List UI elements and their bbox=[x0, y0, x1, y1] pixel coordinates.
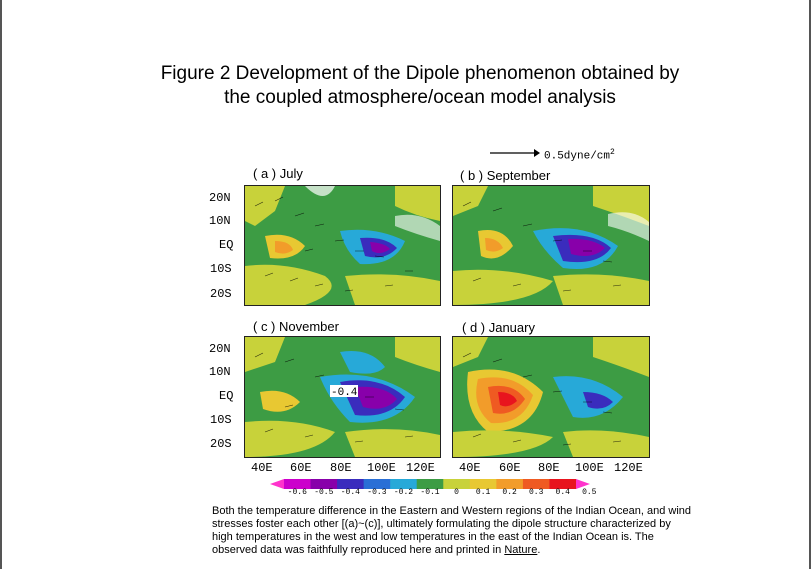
colorbar-tick-label: -0.4 bbox=[340, 488, 360, 497]
vector-reference-arrow bbox=[490, 149, 540, 157]
colorbar-segment bbox=[549, 479, 577, 489]
colorbar-segment bbox=[363, 479, 391, 489]
lon-label-60e-left: 60E bbox=[290, 461, 312, 475]
colorbar-segment bbox=[469, 479, 497, 489]
figure-caption: Both the temperature difference in the E… bbox=[212, 505, 692, 557]
caption-end: . bbox=[537, 544, 541, 556]
map-panel-d bbox=[452, 336, 650, 458]
vector-reference-label: 0.5dyne/cm2 bbox=[544, 148, 615, 163]
lon-label-120e-right: 120E bbox=[614, 461, 643, 475]
colorbar-tick-label: 0.5 bbox=[582, 488, 597, 497]
colorbar-left-arrow bbox=[270, 479, 284, 489]
lon-label-80e-left: 80E bbox=[330, 461, 352, 475]
lon-label-80e-right: 80E bbox=[538, 461, 560, 475]
colorbar-tick-label: -0.5 bbox=[314, 488, 334, 497]
colorbar-segment bbox=[522, 479, 550, 489]
colorbar-segment bbox=[416, 479, 444, 489]
lat-label-10s-bottom: 10S bbox=[210, 413, 232, 427]
colorbar-tick-label: 0.2 bbox=[502, 488, 517, 497]
caption-text: Both the temperature difference in the E… bbox=[212, 505, 692, 556]
page-right-border bbox=[809, 0, 811, 569]
figure-title: Figure 2 Development of the Dipole pheno… bbox=[60, 62, 780, 110]
lon-label-40e-right: 40E bbox=[459, 461, 481, 475]
colorbar-tick-label: 0.3 bbox=[528, 488, 544, 497]
colorbar bbox=[270, 479, 590, 489]
vector-reference-unit: 0.5dyne/cm bbox=[544, 150, 611, 163]
vector-reference-exponent: 2 bbox=[610, 148, 615, 157]
panel-label-d: ( d ) January bbox=[462, 320, 535, 335]
map-panel-a bbox=[244, 185, 441, 306]
panel-label-a: ( a ) July bbox=[253, 166, 303, 181]
map-panel-b bbox=[452, 185, 650, 306]
colorbar-tick-label: 0.1 bbox=[475, 488, 491, 497]
lat-label-eq-bottom: EQ bbox=[219, 389, 234, 403]
colorbar-segment bbox=[310, 479, 338, 489]
lat-label-20n-bottom: 20N bbox=[209, 342, 231, 356]
colorbar-tick-label: -0.3 bbox=[367, 488, 387, 497]
lon-label-40e-left: 40E bbox=[251, 461, 273, 475]
colorbar-tick-label: 0.4 bbox=[555, 488, 570, 497]
panel-label-c: ( c ) November bbox=[253, 319, 339, 334]
colorbar-segment bbox=[443, 479, 471, 489]
contour-value-label: -0.4 bbox=[331, 387, 358, 399]
page-left-border bbox=[0, 0, 2, 569]
lat-label-10n-top: 10N bbox=[209, 214, 231, 228]
colorbar-tick-label: -0.2 bbox=[393, 488, 414, 497]
colorbar-segment bbox=[337, 479, 365, 489]
figure-title-line-2: the coupled atmosphere/ocean model analy… bbox=[224, 87, 616, 108]
colorbar-tick-label: 0 bbox=[454, 488, 459, 497]
figure-title-line-1: Figure 2 Development of the Dipole pheno… bbox=[160, 63, 680, 84]
contour-value-box bbox=[330, 385, 358, 397]
lon-label-120e-left: 120E bbox=[406, 461, 435, 475]
lat-label-20s-top: 20S bbox=[210, 287, 232, 301]
lon-label-100e-right: 100E bbox=[575, 461, 604, 475]
caption-link-nature[interactable]: Nature bbox=[504, 544, 538, 556]
colorbar-tick-label: -0.1 bbox=[420, 488, 440, 497]
map-panel-c: -0.4 bbox=[244, 336, 441, 458]
colorbar-tick-label: -0.6 bbox=[287, 488, 307, 497]
lat-label-10n-bottom: 10N bbox=[209, 365, 231, 379]
colorbar-right-arrow bbox=[576, 479, 590, 489]
colorbar-segment bbox=[496, 479, 524, 489]
colorbar-segment bbox=[284, 479, 312, 489]
lon-label-100e-left: 100E bbox=[367, 461, 396, 475]
lat-label-20n-top: 20N bbox=[209, 191, 231, 205]
panel-label-b: ( b ) September bbox=[460, 168, 551, 183]
lat-label-eq-top: EQ bbox=[219, 238, 234, 252]
colorbar-segment bbox=[390, 479, 418, 489]
lat-label-20s-bottom: 20S bbox=[210, 437, 232, 451]
lat-label-10s-top: 10S bbox=[210, 262, 232, 276]
lon-label-60e-right: 60E bbox=[499, 461, 521, 475]
